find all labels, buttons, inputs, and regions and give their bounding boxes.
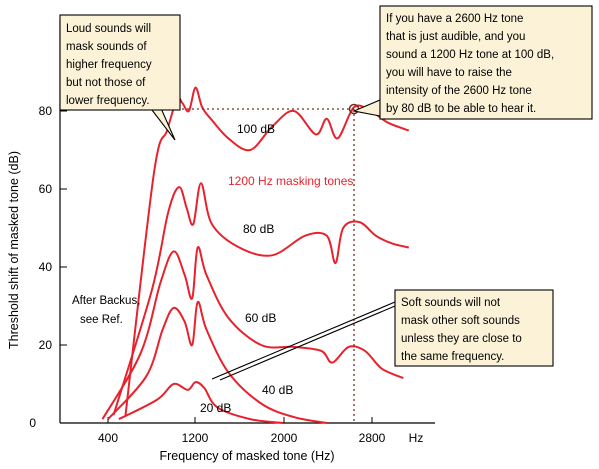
- y-tick-label-80: 80: [39, 104, 53, 118]
- loud-note-box: [59, 14, 181, 111]
- y-tick-label-20: 20: [39, 338, 53, 352]
- x-tick-label-400: 400: [98, 431, 118, 445]
- example-note-line-2: that is just audible, and you: [386, 31, 525, 43]
- x-unit-label: Hz: [409, 431, 424, 445]
- curve-100db: [124, 86, 410, 416]
- soft-note: Soft sounds will not mask other soft sou…: [394, 289, 554, 367]
- soft-note-line-1: Soft sounds will not: [401, 297, 501, 309]
- y-tick-label-60: 60: [39, 182, 53, 196]
- curve-60db: [101, 246, 404, 420]
- soft-note-box: [394, 289, 554, 367]
- x-axis-title: Frequency of masked tone (Hz): [159, 449, 334, 463]
- loud-note-line-5: lower frequency.: [66, 95, 150, 107]
- soft-note-line-4: the same frequency.: [401, 351, 504, 363]
- y-tick-label-40: 40: [39, 260, 53, 274]
- soft-note-pointer-2: [219, 305, 396, 381]
- curves: [101, 86, 410, 424]
- label-20db: 20 dB: [200, 401, 231, 415]
- example-note-line-1: If you have a 2600 Hz tone: [386, 13, 523, 25]
- y-ticks: 0 20 40 60 80: [29, 104, 67, 430]
- loud-note-line-4: but not those of: [66, 77, 146, 89]
- soft-note-pointer-1: [211, 301, 396, 380]
- example-note-line-6: by 80 dB to be able to hear it.: [386, 103, 536, 115]
- label-100db: 100 dB: [237, 122, 275, 136]
- soft-note-line-2: mask other soft sounds: [401, 315, 520, 327]
- x-ticks: 400 1200 2000 2800 Hz: [98, 417, 423, 445]
- y-axis-title: Threshold shift of masked tone (dB): [7, 151, 21, 349]
- curve-20db: [118, 381, 284, 424]
- example-note-box: [379, 5, 593, 120]
- x-tick-label-2000: 2000: [271, 431, 298, 445]
- curve-40db: [107, 301, 327, 424]
- example-note: If you have a 2600 Hz tone that is just …: [379, 5, 593, 120]
- loud-note-line-1: Loud sounds will: [66, 23, 151, 35]
- soft-note-line-3: unless they are close to: [401, 333, 522, 345]
- example-note-line-4: you will have to raise the: [386, 67, 512, 79]
- label-40db: 40 dB: [262, 383, 293, 397]
- label-80db: 80 dB: [243, 222, 274, 236]
- loud-note-line-2: mask sounds of: [66, 41, 147, 53]
- x-tick-label-2800: 2800: [359, 431, 386, 445]
- label-60db: 60 dB: [245, 311, 276, 325]
- curve-80db: [112, 182, 410, 416]
- loud-note-line-3: higher frequency: [66, 59, 152, 71]
- y-tick-label-0: 0: [29, 416, 36, 430]
- example-note-line-3: sound a 1200 Hz tone at 100 dB,: [386, 49, 554, 61]
- x-tick-label-1200: 1200: [182, 431, 209, 445]
- backus-line-1: After Backus,: [72, 295, 140, 307]
- example-note-line-5: intensity of the 2600 Hz tone: [386, 85, 532, 97]
- backus-line-2: see Ref.: [80, 314, 123, 326]
- series-caption: 1200 Hz masking tones: [228, 174, 353, 188]
- loud-note: Loud sounds will mask sounds of higher f…: [59, 14, 181, 111]
